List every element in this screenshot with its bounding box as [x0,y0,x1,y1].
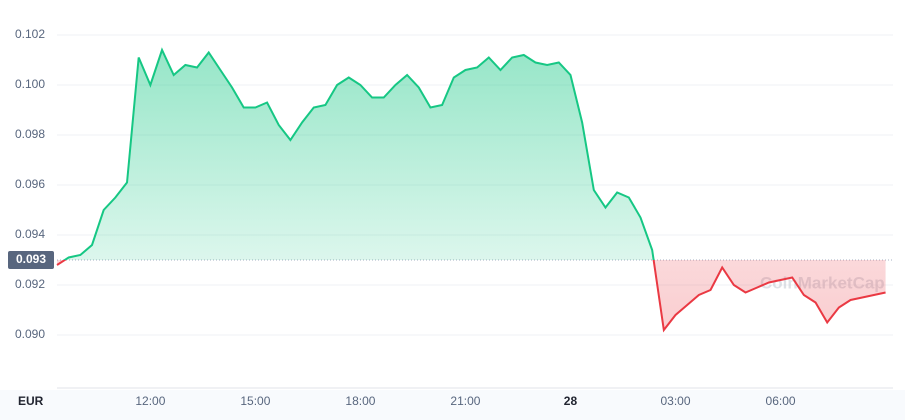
x-tick-label: 12:00 [135,394,165,408]
y-tick-label: 0.098 [15,127,45,141]
price-line-down [56,260,886,333]
x-tick-label: 03:00 [660,394,690,408]
x-tick-label: 28 [564,394,578,408]
x-tick-label: 06:00 [766,394,796,408]
y-tick-label: 0.102 [15,27,45,41]
price-line-up [62,47,655,260]
baseline-label: 0.093 [16,252,46,266]
y-tick-label: 0.100 [15,77,45,91]
x-tick-label: 15:00 [240,394,270,408]
x-tick-label: 21:00 [450,394,480,408]
y-tick-label: 0.092 [15,277,45,291]
baseline-tag [8,251,54,269]
area-up [57,50,886,260]
y-tick-label: 0.090 [15,327,45,341]
y-tick-label: 0.096 [15,177,45,191]
x-axis-band [0,390,905,420]
x-tick-label: 18:00 [345,394,375,408]
currency-label: EUR [18,394,44,408]
y-tick-label: 0.094 [15,227,45,241]
